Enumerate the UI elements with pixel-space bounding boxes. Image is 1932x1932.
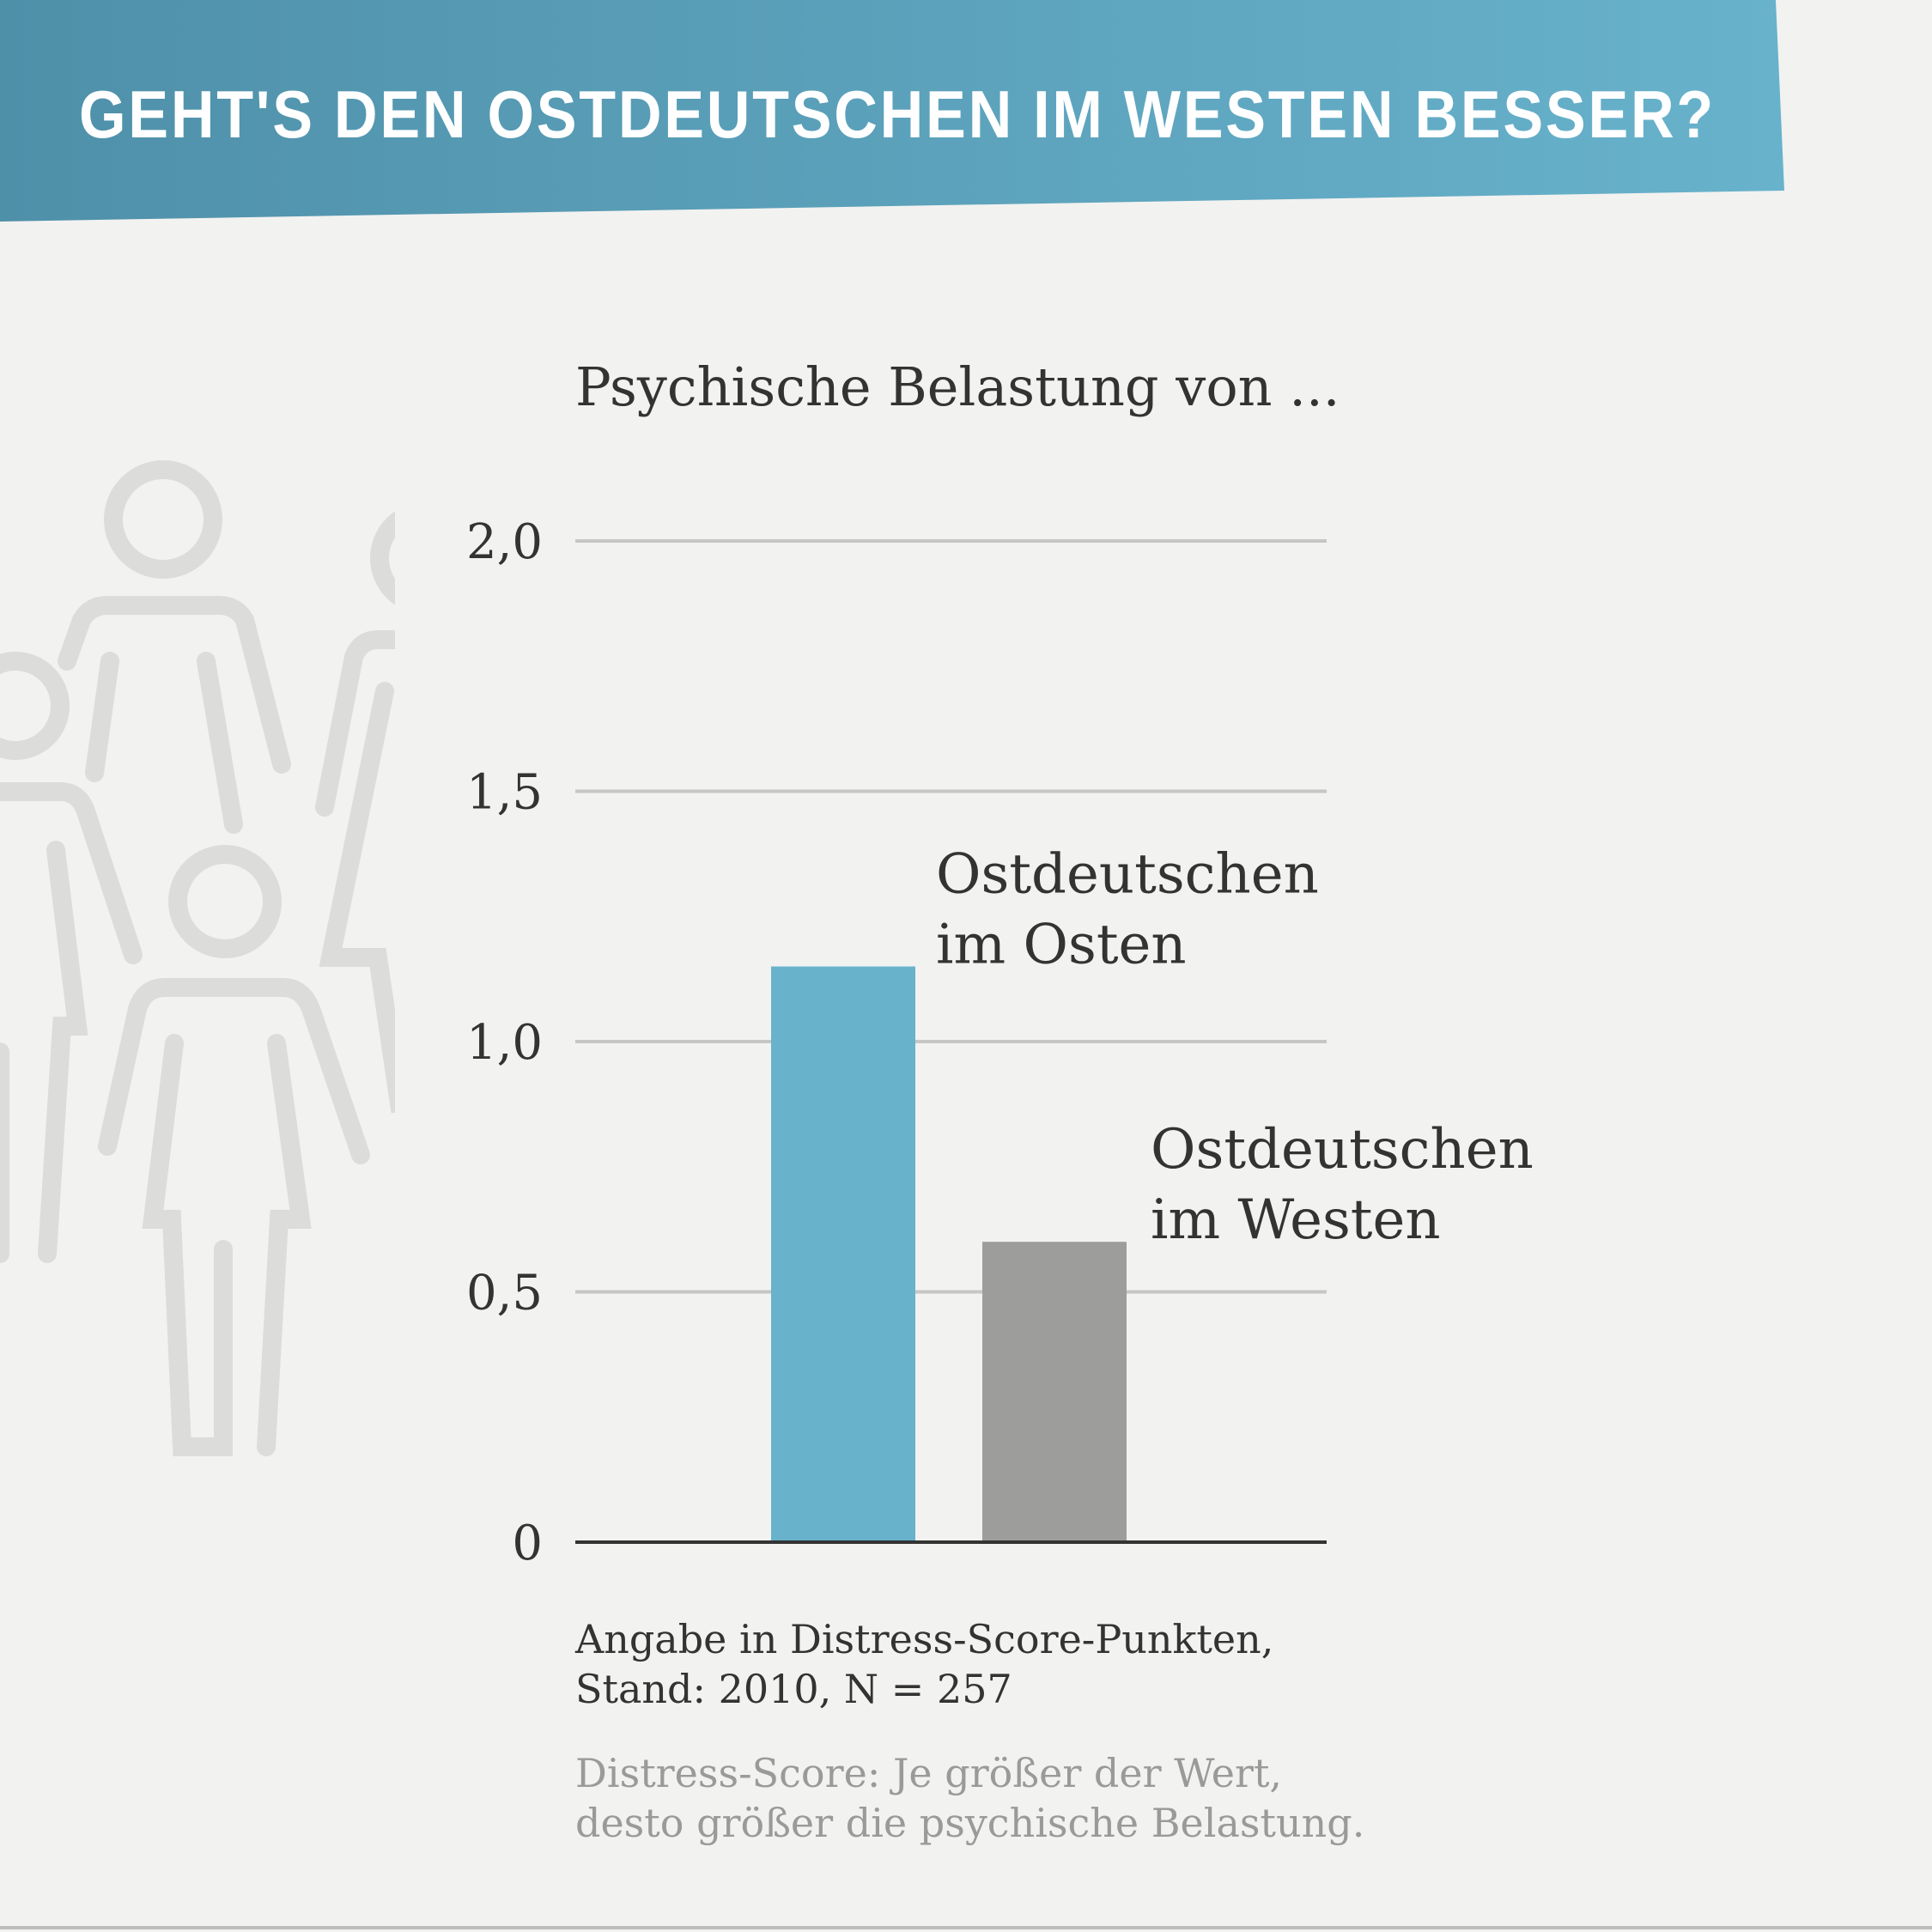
bar-label-line: Ostdeutschen [936,843,1319,907]
unit-note-line-2: Stand: 2010, N = 257 [575,1666,1012,1712]
bar-label-line: Ostdeutschen [1151,1118,1534,1182]
definition-note-line-1: Distress-Score: Je größer der Wert, [575,1750,1283,1796]
bar-label-line: im Westen [1151,1188,1441,1252]
banner-title: GEHT'S DEN OSTDEUTSCHEN IM WESTEN BESSER… [79,76,1716,152]
bar-label-1: Ostdeutschen im Osten [936,843,1319,977]
y-tick-label: 0,5 [466,1266,543,1321]
bottom-divider [0,1926,1932,1929]
bar-1 [771,966,915,1542]
people-outline-icon [0,460,395,1456]
y-tick-label: 1,5 [466,765,543,821]
unit-note: Angabe in Distress-Score-Punkten, Stand:… [575,1614,1273,1714]
y-tick-label: 1,0 [466,1015,543,1071]
y-tick-label: 2,0 [466,514,543,570]
definition-note-line-2: desto größer die psychische Belastung. [575,1800,1365,1846]
y-tick-label: 0 [512,1516,543,1571]
bar-2 [982,1242,1127,1542]
unit-note-line-1: Angabe in Distress-Score-Punkten, [575,1616,1274,1662]
header-banner [0,0,1784,222]
chart-title: Psychische Belastung von ... [575,355,1340,418]
bar-label-line: im Osten [936,914,1187,977]
definition-note: Distress-Score: Je größer der Wert, dest… [575,1748,1364,1848]
